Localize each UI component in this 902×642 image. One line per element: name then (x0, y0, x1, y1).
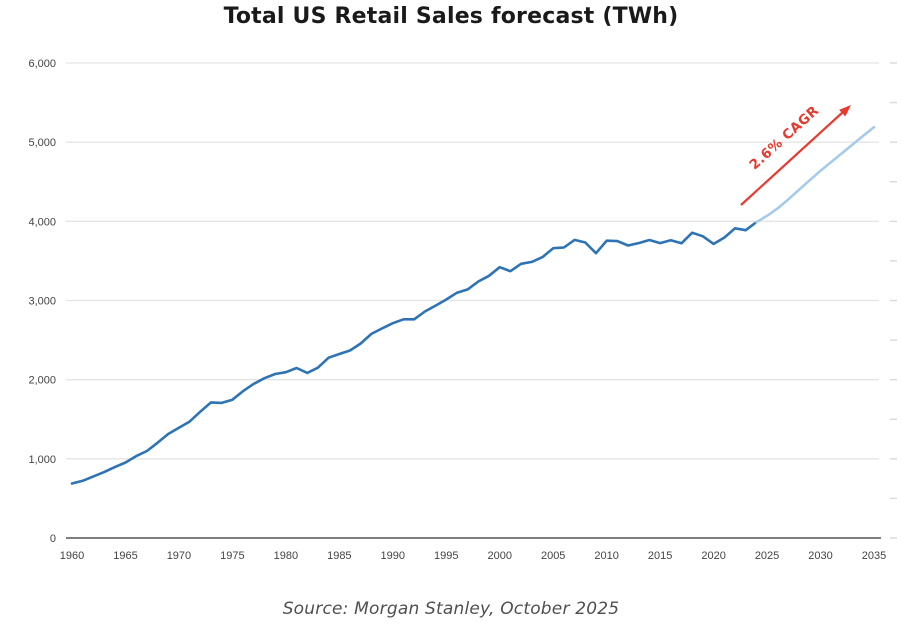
x-axis-tick-label: 1965 (113, 550, 137, 562)
cagr-arrow-line (740, 111, 844, 206)
x-axis-tick-label: 2005 (541, 550, 565, 562)
x-axis-tick-label: 2035 (862, 550, 886, 562)
y-axis-tick-label: 6,000 (28, 58, 56, 70)
x-axis-tick-label: 1970 (167, 550, 191, 562)
y-axis-tick-label: 4,000 (28, 216, 56, 228)
x-axis-tick-label: 2000 (487, 550, 511, 562)
x-axis-tick-label: 1975 (220, 550, 244, 562)
cagr-arrowhead-icon (839, 105, 851, 117)
x-axis-tick-label: 2020 (701, 550, 725, 562)
x-axis-tick-label: 1995 (434, 550, 458, 562)
x-axis-tick-label: 1960 (60, 550, 84, 562)
grid-layer: 0 1,000 2,000 3,000 4,000 5,000 6,000 1960 1965 1… (28, 58, 897, 562)
cagr-annotation-label: 2.6% CAGR (746, 103, 822, 174)
y-axis-tick-label: 2,000 (28, 375, 56, 387)
x-axis-tick-label: 1985 (327, 550, 351, 562)
x-axis-tick-label: 2010 (594, 550, 618, 562)
y-axis-tick-label: 0 (50, 533, 56, 545)
x-axis-tick-label: 1980 (274, 550, 298, 562)
x-axis-tick-label: 2015 (648, 550, 672, 562)
x-axis-tick-label: 2025 (755, 550, 779, 562)
x-axis-tick-label: 2030 (808, 550, 832, 562)
cagr-trend-arrow (740, 105, 851, 206)
series-layer (70, 125, 876, 485)
historical-series-line (70, 220, 758, 485)
y-axis-tick-label: 3,000 (28, 296, 56, 308)
forecast-series-line (755, 125, 876, 224)
source-caption: Source: Morgan Stanley, October 2025 (282, 599, 620, 619)
y-axis-tick-label: 1,000 (28, 454, 56, 466)
y-axis-tick-label: 5,000 (28, 137, 56, 149)
x-axis-tick-label: 1990 (381, 550, 405, 562)
chart-title: Total US Retail Sales forecast (TWh) (223, 4, 679, 29)
